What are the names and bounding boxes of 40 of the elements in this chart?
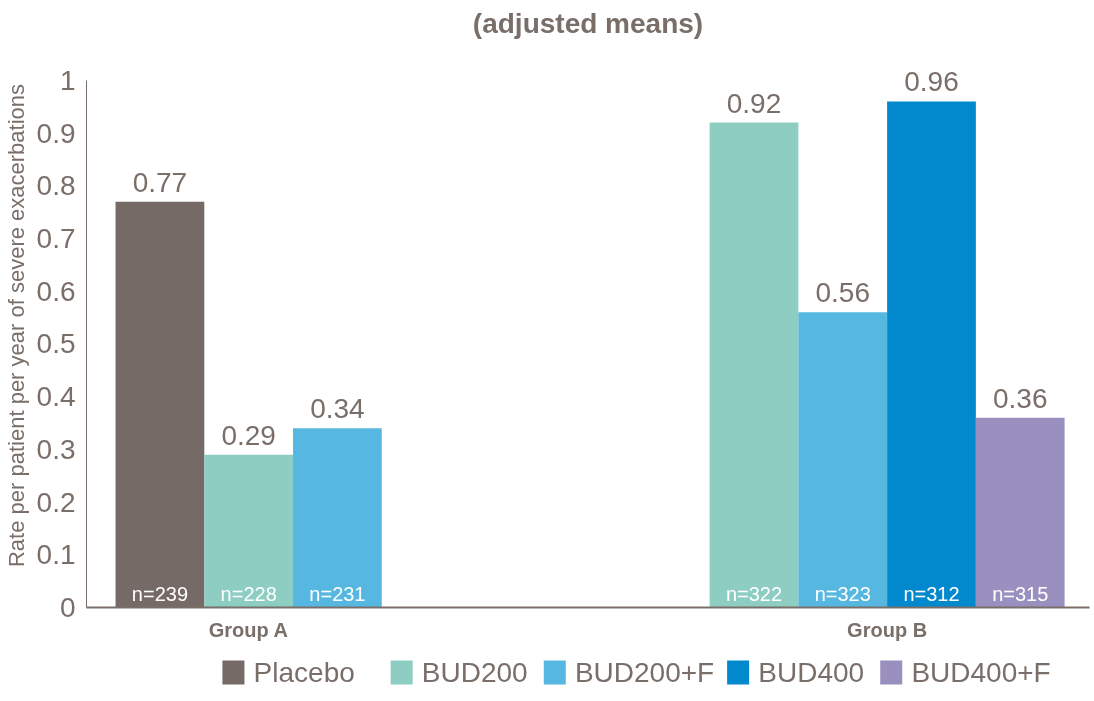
- y-tick-label: 0.2: [36, 486, 76, 518]
- y-tick-label: 0.9: [36, 117, 76, 149]
- y-tick-label: 0.4: [36, 381, 76, 413]
- legend-label: BUD400: [758, 657, 865, 688]
- annotation: n=323: [814, 582, 871, 605]
- y-tick-label: 0.3: [36, 433, 76, 465]
- y-tick-label: 0.1: [36, 539, 76, 571]
- bar: [204, 454, 294, 608]
- y-tick-label: 0.8: [36, 170, 76, 202]
- x-tick-label: Group B: [847, 618, 928, 641]
- annotation: n=312: [903, 582, 960, 605]
- data-label: 0.92: [726, 87, 782, 119]
- bar: [975, 417, 1065, 608]
- annotation: n=315: [992, 582, 1049, 605]
- y-tick-label: 0: [59, 592, 76, 623]
- legend-label: BUD200+F: [574, 657, 715, 688]
- annotation: n=231: [309, 582, 366, 605]
- data-label: 0.77: [132, 166, 188, 198]
- y-tick-label: 0.5: [36, 328, 76, 360]
- annotation: n=322: [725, 582, 783, 605]
- data-label: 0.34: [310, 393, 365, 425]
- bar: [887, 101, 976, 608]
- data-label: 0.96: [904, 66, 959, 98]
- bar: [798, 312, 888, 608]
- annotation: n=239: [131, 582, 189, 605]
- annotation: n=228: [220, 582, 277, 605]
- legend-label: BUD200: [421, 657, 528, 688]
- bar: [293, 428, 382, 608]
- y-axis-title: Rate per patient per year of severe exacerbations: [3, 83, 29, 568]
- legend-label: Placebo: [253, 657, 355, 688]
- data-label: 0.56: [815, 277, 870, 309]
- data-label: 0.36: [992, 382, 1048, 414]
- legend-label: BUD400+F: [911, 657, 1051, 688]
- y-tick-label: 0.6: [36, 275, 76, 307]
- bar: [709, 122, 799, 608]
- chart-title: (adjusted means): [472, 7, 704, 39]
- data-label: 0.29: [221, 419, 276, 451]
- x-tick-label: Group A: [208, 618, 288, 641]
- y-tick-label: 0.7: [36, 223, 76, 255]
- y-tick-label: 1: [59, 64, 76, 96]
